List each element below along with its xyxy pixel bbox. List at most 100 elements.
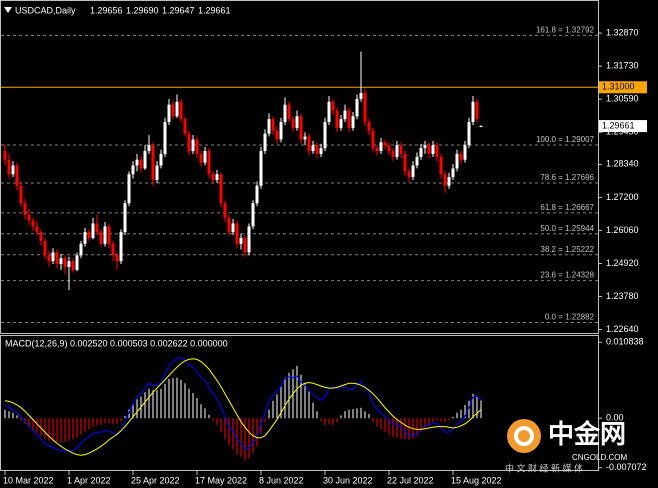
y-tick-label: 1.32870 <box>606 27 639 37</box>
y-tick-label: -0.007072 <box>606 462 647 472</box>
candle-body <box>371 130 375 149</box>
last-price-box <box>599 120 647 133</box>
candle-body <box>355 98 359 117</box>
candle-body <box>55 252 59 265</box>
candle-body <box>115 255 119 262</box>
last-high: 1.29690 <box>126 5 159 15</box>
candle-body <box>219 174 223 204</box>
x-tick-label: 1 Apr 2022 <box>67 475 111 485</box>
y-tick-label: 0.00 <box>606 413 624 423</box>
candle-body <box>171 104 175 117</box>
candle-body <box>383 142 387 146</box>
candle-body <box>175 101 179 117</box>
candle-body <box>7 159 11 175</box>
candle-body <box>303 136 307 140</box>
candle-body <box>415 156 419 166</box>
candle-body <box>155 165 159 181</box>
last-close: 1.29661 <box>198 5 231 15</box>
candle-body <box>347 110 351 128</box>
fib-label: 50.0 = 1.25944 <box>540 224 594 233</box>
candle-body <box>419 148 423 157</box>
candle-body <box>247 226 251 253</box>
candle-body <box>143 151 147 169</box>
site: CNGOLD.COM <box>572 453 627 462</box>
candle-body <box>183 119 187 134</box>
candle-body <box>339 119 343 128</box>
candle-body <box>447 177 451 186</box>
candle-body <box>335 110 339 128</box>
candle-body <box>351 116 355 128</box>
candle-body <box>467 122 471 146</box>
fib-label: 100.0 = 1.29007 <box>536 135 595 144</box>
candle-body <box>275 130 279 140</box>
y-tick-label: 1.23780 <box>606 291 639 301</box>
logo <box>507 419 541 453</box>
candle-body <box>427 145 431 154</box>
fib-label: 61.8 = 1.26667 <box>540 203 594 212</box>
candle-body <box>95 223 99 233</box>
candle-body <box>43 240 47 256</box>
level-label: 1.31000 <box>602 82 635 92</box>
candle-body <box>379 142 383 152</box>
candle-body <box>323 122 327 149</box>
candle-body <box>119 232 123 262</box>
candle-body <box>99 232 103 244</box>
price-frame <box>0 0 599 334</box>
candle-body <box>91 223 95 238</box>
candle-body <box>167 104 171 123</box>
candle-body <box>215 174 219 181</box>
level-box <box>599 81 647 94</box>
macd-title: MACD(12,26,9) 0.002520 0.000503 0.002622… <box>5 338 228 348</box>
y-tick-label: 1.26060 <box>606 225 639 235</box>
candle-body <box>299 116 303 140</box>
x-tick-label: 17 May 2022 <box>195 475 247 485</box>
candle-body <box>3 151 7 160</box>
candle-body <box>47 255 51 262</box>
candle-body <box>195 139 199 154</box>
candle-body <box>67 261 71 267</box>
y-tick-label: 1.27200 <box>606 192 639 202</box>
candle-body <box>343 110 347 120</box>
candle-body <box>243 237 247 253</box>
fib-label: 0.0 = 1.22882 <box>545 313 595 322</box>
candle-body <box>151 145 155 181</box>
y-tick-label: 0.010838 <box>606 337 644 347</box>
candle-body <box>191 139 195 152</box>
candle-body <box>123 203 127 233</box>
y-tick-label: 1.31730 <box>606 61 639 71</box>
candle-body <box>251 203 255 227</box>
candle-body <box>283 104 287 123</box>
y-tick-label: 1.30590 <box>606 94 639 104</box>
candle-body <box>403 153 407 172</box>
candle-body <box>139 159 143 169</box>
candle-body <box>39 232 43 241</box>
candle-body <box>367 122 371 131</box>
y-tick-label: 1.28340 <box>606 159 639 169</box>
candle-body <box>471 101 475 123</box>
macd-frame <box>0 335 599 471</box>
candle-body <box>211 174 215 181</box>
y-tick-label: 1.24920 <box>606 258 639 268</box>
chart-title: USDCAD,Daily <box>15 5 76 15</box>
candle-body <box>75 255 79 270</box>
brand: 中金网 <box>548 419 626 449</box>
candle-body <box>463 145 467 160</box>
candle-body <box>83 232 87 244</box>
candle-body <box>27 214 31 221</box>
candle-body <box>411 165 415 178</box>
watermark: 中金网 CNGOLD.COM 中 文 财 经 新 媒 体 <box>505 419 627 474</box>
candle-body <box>259 151 263 186</box>
candle-body <box>327 101 331 123</box>
macd-line <box>4 357 482 452</box>
candle-body <box>107 226 111 244</box>
candle-body <box>203 151 207 163</box>
candle-body <box>103 226 107 244</box>
candle-body <box>459 153 463 160</box>
candle-body <box>451 168 455 178</box>
candle-body <box>291 119 295 128</box>
signal-line <box>4 358 482 456</box>
candle-body <box>407 171 411 178</box>
candle-body <box>23 203 27 215</box>
